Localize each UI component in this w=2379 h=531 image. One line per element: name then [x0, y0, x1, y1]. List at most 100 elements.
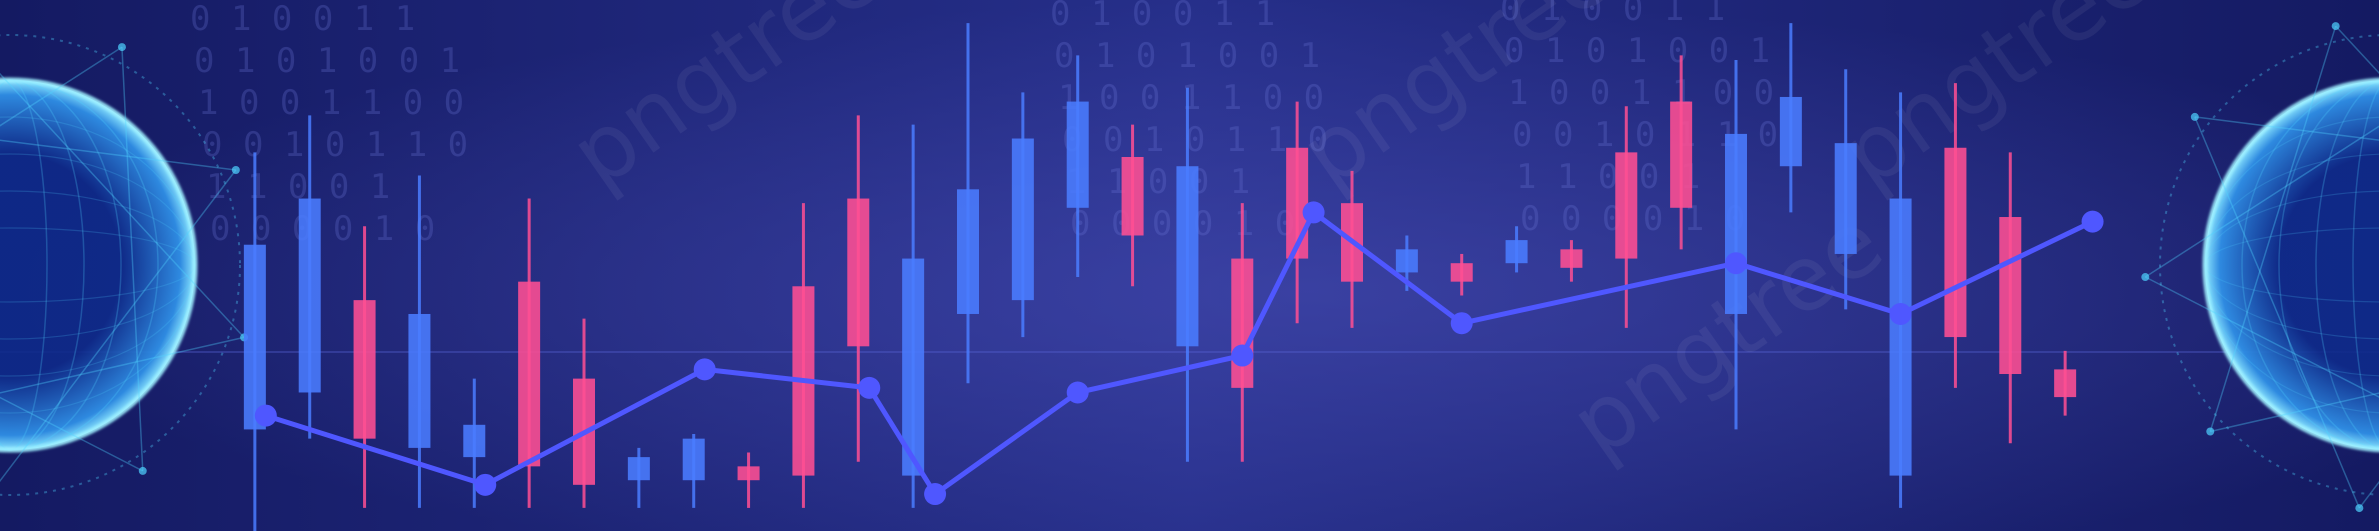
candle — [1889, 92, 1912, 508]
candle-body — [1834, 143, 1857, 254]
candle-body — [408, 313, 431, 448]
network-node — [2190, 112, 2199, 121]
candle — [463, 378, 486, 508]
candle-body — [2054, 369, 2077, 398]
candle — [2054, 350, 2077, 416]
candle-body — [463, 424, 486, 458]
candle — [353, 226, 376, 508]
binary-text: 0 1 0 1 0 0 1 — [1054, 36, 1320, 76]
candle — [627, 447, 650, 508]
trend-point — [254, 404, 277, 427]
network-line — [0, 336, 245, 394]
globe-meridian — [2352, 87, 2379, 443]
candle — [1670, 55, 1693, 250]
network-line — [2144, 276, 2379, 398]
binary-text: 0 1 0 1 0 0 1 — [1504, 31, 1770, 71]
candlestick-series — [243, 23, 2077, 531]
candle — [1450, 253, 1473, 296]
network-line — [0, 72, 245, 338]
candle — [1066, 55, 1089, 278]
binary-text: 1 0 0 1 1 0 0 — [1508, 73, 1774, 113]
candle-body — [1450, 263, 1473, 282]
trend-point — [1066, 381, 1089, 404]
candle-body — [1176, 166, 1199, 347]
candle-body — [243, 244, 266, 430]
candle — [408, 175, 431, 508]
candle — [1560, 240, 1583, 282]
candle — [518, 198, 541, 508]
network-node — [2206, 427, 2215, 436]
trend-point — [1889, 302, 1912, 325]
candle — [957, 23, 979, 384]
network-line — [121, 47, 144, 471]
candle — [1505, 226, 1528, 273]
candle — [1176, 87, 1199, 462]
network-line — [2210, 392, 2379, 433]
candle-body — [1560, 249, 1583, 268]
globe-right-decoration — [2141, 22, 2379, 513]
candle-body — [1944, 147, 1967, 338]
candle-body — [1121, 156, 1144, 236]
candle — [737, 452, 760, 508]
trend-point — [1450, 312, 1473, 335]
binary-text: 0 1 0 0 1 1 — [190, 0, 415, 39]
trend-point — [1725, 252, 1747, 275]
candle — [1121, 124, 1144, 287]
candle-body — [847, 198, 870, 347]
binary-text: 1 1 0 0 1 — [1516, 157, 1700, 197]
binary-text: 0 0 0 0 1 0 — [210, 209, 435, 249]
binary-text: 1 0 0 1 1 0 0 — [198, 83, 464, 123]
candle-body — [957, 189, 979, 314]
binary-text: 0 1 0 0 1 1 — [1050, 0, 1275, 34]
candle-body — [1889, 198, 1912, 476]
candle-body — [1066, 101, 1089, 208]
globe-rim — [0, 77, 198, 453]
candle-body — [1505, 240, 1528, 264]
candle-body — [298, 198, 321, 393]
network-line — [0, 169, 237, 483]
trend-point — [1231, 344, 1254, 367]
globe-sphere — [0, 80, 195, 450]
network-line — [0, 46, 123, 127]
candle — [1011, 92, 1034, 338]
binary-digits-background: 0 1 0 0 1 10 1 0 1 0 0 11 0 0 1 1 0 00 0… — [190, 0, 1778, 249]
trend-point — [1302, 201, 1325, 224]
trend-point — [693, 358, 716, 381]
candle-body — [353, 300, 376, 439]
candle — [902, 124, 925, 508]
candle-body — [902, 258, 925, 476]
trend-line-series — [254, 201, 2104, 506]
candle-body — [1999, 217, 2022, 375]
candle — [1834, 69, 1857, 310]
network-node — [2331, 22, 2340, 31]
globe-left-decoration — [0, 34, 249, 496]
binary-text: 1 0 0 1 1 0 0 — [1058, 78, 1324, 118]
binary-text: 0 1 0 0 1 1 — [1500, 0, 1725, 29]
globe-sphere — [2205, 80, 2379, 450]
candle-body — [1670, 101, 1693, 208]
globe-rim — [2202, 77, 2379, 453]
globe-meridian — [2278, 80, 2379, 450]
network-node — [231, 166, 240, 175]
candle-body — [1011, 138, 1034, 301]
trend-point — [858, 376, 881, 399]
network-line — [2144, 125, 2379, 278]
network-line — [0, 396, 144, 472]
trend-line — [265, 209, 2094, 497]
globe-orbit — [0, 34, 241, 496]
binary-text: 1 1 0 0 1 — [1066, 162, 1250, 202]
globe-meridian — [2315, 81, 2379, 449]
candle — [847, 115, 870, 462]
network-line — [2194, 116, 2361, 509]
candle-body — [1615, 152, 1638, 259]
binary-text: 0 0 1 0 1 1 0 — [202, 125, 468, 165]
globe-meridian — [2241, 79, 2379, 451]
candle-body — [1395, 249, 1418, 273]
trend-point — [474, 473, 497, 496]
candle-body — [518, 281, 541, 467]
network-node — [2141, 273, 2150, 282]
network-line — [2194, 116, 2379, 141]
network-line — [0, 139, 236, 171]
